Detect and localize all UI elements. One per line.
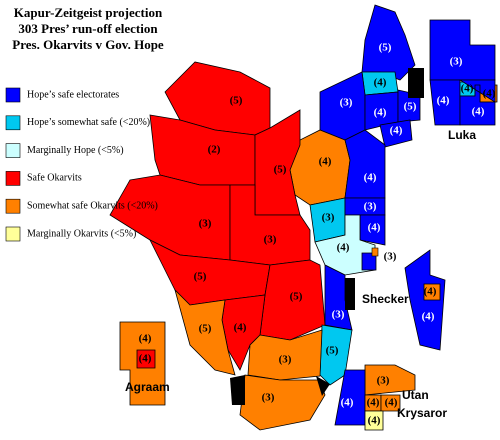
region-label: (4) [390, 125, 403, 137]
region [380, 394, 401, 412]
region-label: (3) [264, 234, 277, 246]
region [239, 374, 326, 431]
region-labels: (5)(4)(3)(4) (5)(4)(4)(4)(3)(3)(4)(4)(3)(… [139, 42, 496, 427]
region-label: (3) [322, 212, 335, 224]
region-label: (5) [274, 164, 287, 176]
region-label: (5) [404, 101, 417, 113]
region [364, 410, 384, 431]
legend-swatch [5, 171, 21, 186]
region-label: (4) [437, 95, 450, 107]
black-area [316, 376, 330, 396]
region-label: (5) [199, 323, 212, 335]
legend-swatch [5, 143, 21, 158]
region [458, 79, 497, 126]
region-label: (4) [385, 397, 398, 409]
place-name: Shecker [362, 292, 409, 306]
region-label: (4) [319, 156, 332, 168]
region-label: (4) [367, 397, 380, 409]
region-label: (4) [424, 286, 437, 298]
legend-swatch [5, 87, 21, 103]
region [344, 129, 386, 199]
region [429, 19, 496, 81]
region-label: (3) [262, 392, 275, 404]
region-label: (4) [337, 242, 350, 254]
region-label: (3) [377, 375, 390, 387]
region-label: (4) [461, 83, 474, 95]
place-names: Luka Shecker Agraam Utan Krysaror [125, 128, 476, 420]
place-name: Luka [448, 128, 476, 142]
region-label: (5) [230, 95, 243, 107]
legend-label: Marginally Okarvits (<5%) [27, 228, 136, 239]
region-label: (4) [472, 106, 485, 118]
title-line: Pres. Okarvits v Gov. Hope [12, 37, 164, 52]
black-area [345, 278, 355, 310]
region-label: (4) [374, 107, 387, 119]
region [324, 264, 353, 331]
region-label: (4) [483, 88, 496, 100]
region-label: (5) [194, 271, 207, 283]
region-label: (4) [422, 311, 435, 323]
place-name: Krysaror [397, 406, 447, 420]
legend-label: Safe Okarvits [27, 173, 82, 184]
region-label: (5) [290, 291, 303, 303]
region-label: (3) [364, 201, 377, 213]
region-label: (4) [341, 397, 354, 409]
region-label: (3) [279, 354, 292, 366]
region [334, 369, 366, 426]
black-areas [230, 68, 424, 405]
region-label: (3) [384, 251, 397, 263]
region [379, 119, 413, 148]
black-area [408, 68, 424, 98]
legend-label: Hope’s safe electorates [27, 89, 119, 100]
title-line: 303 Pres’ run-off election [18, 21, 158, 36]
region-label: (5) [326, 345, 339, 357]
legend: Hope’s safe electorates Hope’s somewhat s… [5, 87, 158, 242]
region [136, 349, 156, 369]
region-label: (3) [332, 309, 345, 321]
region-label: (4) [139, 353, 152, 365]
region [361, 252, 377, 271]
region-label: (3) [199, 218, 212, 230]
region-label: (4) [368, 222, 381, 234]
region-label: (4) [139, 333, 152, 345]
place-name: Agraam [125, 380, 170, 394]
regions [109, 4, 498, 431]
region-label: (4) [234, 322, 247, 334]
region-label: (4) [364, 172, 377, 184]
legend-label: Somewhat safe Okarvits (<20%) [27, 200, 158, 211]
tiny-area [371, 247, 379, 257]
legend-swatch [5, 115, 21, 131]
region [174, 288, 236, 376]
legend-label: Hope’s somewhat safe (<20%) [27, 117, 150, 128]
black-area [230, 375, 245, 405]
region-label: (2) [208, 144, 221, 156]
region [109, 174, 231, 261]
region-label: (5) [379, 42, 392, 54]
region-label: (3) [340, 97, 353, 109]
region-label: (4) [374, 77, 387, 89]
place-name: Utan [402, 388, 429, 402]
title-line: Kapur-Zeitgeist projection [14, 5, 163, 20]
legend-label: Marginally Hope (<5%) [27, 145, 124, 156]
legend-swatch [5, 226, 21, 242]
region [423, 283, 441, 301]
region-label: (3) [450, 56, 463, 68]
legend-swatch [5, 198, 21, 214]
region-label: (4) [368, 415, 381, 427]
